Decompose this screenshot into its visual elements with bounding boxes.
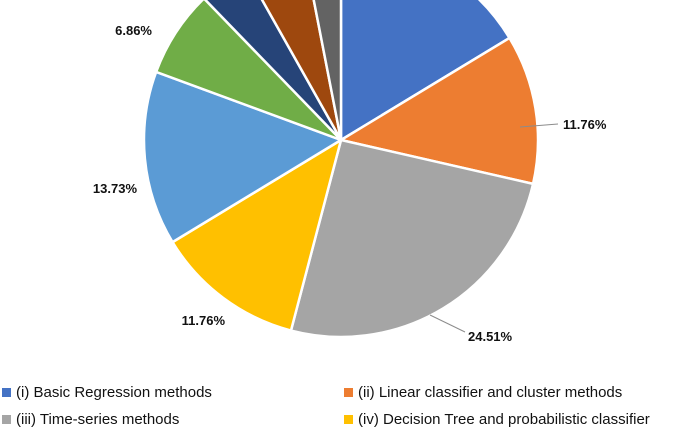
legend-item-time-series: (iii) Time-series methods	[2, 411, 179, 428]
pie-slice	[142, 70, 344, 244]
legend-swatch	[344, 388, 353, 397]
data-label: 6.86%	[115, 23, 152, 38]
pie-slices	[142, 0, 540, 339]
legend-swatch	[2, 415, 11, 424]
legend-label: (iii) Time-series methods	[16, 411, 180, 428]
pie-slice	[203, 0, 343, 141]
legend-item-decision-tree: (iv) Decision Tree and probabilistic cla…	[344, 411, 650, 428]
pie-slice	[312, 0, 343, 141]
pie-slice	[260, 0, 343, 141]
data-label: 11.76%	[182, 313, 226, 328]
leader-line	[429, 314, 466, 333]
pie-slice	[170, 137, 343, 333]
data-label: 24.51%	[468, 329, 513, 344]
legend-label: (ii) Linear classifier and cluster metho…	[358, 384, 623, 401]
data-labels: 11.76% 24.51% 11.76% 13.73% 6.86%	[93, 23, 607, 344]
legend-label: (i) Basic Regression methods	[16, 384, 212, 401]
leader-line	[519, 123, 559, 128]
legend-item-basic-regression: (i) Basic Regression methods	[2, 384, 212, 401]
leader-lines	[429, 123, 559, 333]
pie-slice	[337, 36, 540, 186]
pie-slice	[154, 0, 342, 142]
pie-slice	[289, 138, 535, 339]
data-label: 13.73%	[93, 181, 138, 196]
legend-item-linear-classifier: (ii) Linear classifier and cluster metho…	[344, 384, 622, 401]
legend-label: (iv) Decision Tree and probabilistic cla…	[358, 411, 650, 428]
pie-slice	[339, 0, 512, 143]
data-label: 11.76%	[563, 117, 607, 132]
legend-swatch	[344, 415, 353, 424]
legend-swatch	[2, 388, 11, 397]
